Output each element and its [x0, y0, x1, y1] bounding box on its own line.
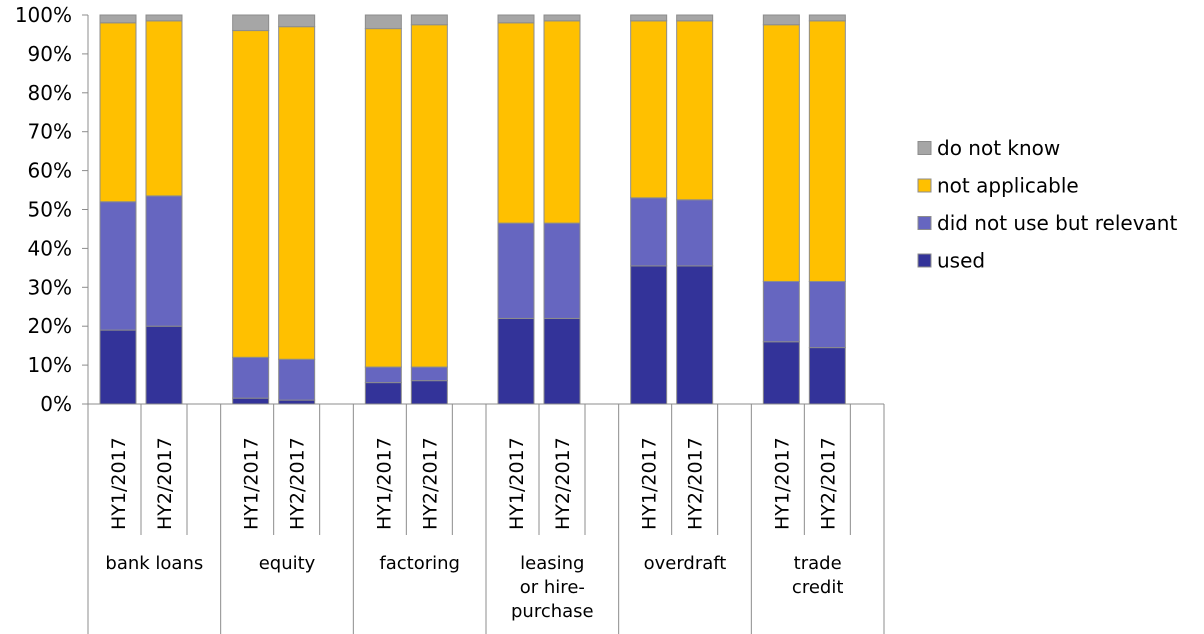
group-label: trade	[794, 553, 842, 574]
bar-segment-did-not-use-but-relevant-5-1	[808, 280, 846, 349]
bar-segment-did-not-use-but-relevant-5-0	[762, 280, 800, 343]
y-tick-label: 70%	[28, 120, 72, 144]
bar-segment-used-2-0	[364, 382, 402, 405]
y-tick-label: 40%	[28, 236, 72, 260]
y-tick-label: 10%	[28, 353, 72, 377]
x-tick-label: HY1/2017	[506, 437, 528, 530]
legend-swatch	[917, 141, 932, 155]
bar-segment-not-applicable-0-0	[99, 22, 137, 203]
bar-segment-do-not-know-3-0	[497, 14, 535, 24]
bar-segment-used-0-1	[145, 325, 183, 405]
bar-segment-do-not-know-0-0	[99, 14, 137, 24]
bar-segment-did-not-use-but-relevant-1-1	[278, 358, 316, 401]
y-tick-label: 0%	[40, 392, 72, 416]
bar-segment-did-not-use-but-relevant-0-0	[99, 201, 137, 331]
bar-segment-not-applicable-2-1	[410, 24, 448, 368]
bar-segment-used-2-1	[410, 380, 448, 405]
y-tick-label: 20%	[28, 314, 72, 338]
bar-segment-did-not-use-but-relevant-2-0	[364, 366, 402, 384]
x-tick-label: HY1/2017	[639, 437, 661, 530]
legend-swatch	[917, 178, 932, 193]
bar-segment-not-applicable-0-1	[145, 20, 183, 197]
y-tick-label: 60%	[28, 159, 72, 183]
x-tick-label: HY1/2017	[771, 437, 793, 530]
bar-segment-used-1-0	[232, 397, 270, 405]
bar-segment-did-not-use-but-relevant-4-0	[630, 197, 668, 267]
legend-label: do not know	[937, 136, 1060, 160]
legend-label: did not use but relevant	[937, 211, 1177, 235]
bar-segment-used-3-0	[497, 317, 535, 405]
x-tick-label: HY1/2017	[241, 437, 263, 530]
legend-label: used	[937, 249, 985, 273]
x-tick-label: HY1/2017	[373, 437, 395, 530]
legend-swatch	[917, 253, 932, 268]
bar-segment-do-not-know-2-0	[364, 14, 402, 30]
group-label: factoring	[379, 553, 460, 574]
group-label: leasing	[520, 553, 584, 574]
bar-segment-used-0-0	[99, 329, 137, 405]
bar-segment-do-not-know-1-1	[278, 14, 316, 28]
legend-swatch	[917, 216, 932, 230]
bar-segment-do-not-know-2-1	[410, 14, 448, 26]
x-tick-label: HY2/2017	[419, 437, 441, 530]
group-label: equity	[259, 553, 316, 574]
bar-segment-used-3-1	[543, 317, 581, 405]
legend-label: not applicable	[937, 174, 1079, 198]
bar-segment-did-not-use-but-relevant-2-1	[410, 366, 448, 382]
group-label: purchase	[511, 601, 594, 622]
group-label: or hire-	[520, 577, 585, 598]
bar-segment-used-4-1	[676, 265, 714, 405]
bar-segment-not-applicable-3-1	[543, 20, 581, 224]
bar-segment-not-applicable-1-1	[278, 26, 316, 360]
bar-segment-did-not-use-but-relevant-0-1	[145, 195, 183, 327]
bar-segment-not-applicable-2-0	[364, 28, 402, 368]
x-tick-label: HY1/2017	[108, 437, 130, 530]
bar-segment-not-applicable-1-0	[232, 30, 270, 358]
bar-segment-used-5-0	[762, 341, 800, 405]
group-label: credit	[792, 577, 843, 598]
bar-segment-do-not-know-5-1	[808, 14, 846, 22]
labels-layer: HY1/2017 HY2/2017 HY1/2017 HY2/2017 HY1/2017…	[15, 3, 844, 622]
y-tick-label: 30%	[28, 275, 72, 299]
y-tick-label: 90%	[28, 42, 72, 66]
y-tick-label: 80%	[28, 81, 72, 105]
bar-segment-used-4-0	[630, 265, 668, 405]
bar-segment-do-not-know-4-1	[676, 14, 714, 22]
bar-segment-do-not-know-1-0	[232, 14, 270, 32]
axes-layer	[82, 14, 885, 634]
x-tick-label: HY2/2017	[552, 437, 574, 530]
group-label: bank loans	[105, 553, 203, 574]
y-tick-label: 100%	[15, 3, 72, 27]
bar-segment-not-applicable-5-0	[762, 24, 800, 282]
bar-segment-did-not-use-but-relevant-3-1	[543, 222, 581, 319]
bar-segment-did-not-use-but-relevant-1-0	[232, 356, 270, 399]
bar-segment-not-applicable-4-1	[676, 20, 714, 201]
bar-segment-do-not-know-0-1	[145, 14, 183, 22]
x-tick-label: HY2/2017	[817, 437, 839, 530]
bar-segment-used-5-1	[808, 347, 846, 405]
x-tick-label: HY2/2017	[685, 437, 707, 530]
bar-segment-did-not-use-but-relevant-4-1	[676, 199, 714, 267]
bars-layer	[99, 14, 846, 405]
bar-segment-used-1-1	[278, 399, 316, 405]
bar-segment-did-not-use-but-relevant-3-0	[497, 222, 535, 319]
group-label: overdraft	[644, 553, 727, 574]
bar-segment-do-not-know-3-1	[543, 14, 581, 22]
x-tick-label: HY2/2017	[287, 437, 309, 530]
bar-segment-not-applicable-5-1	[808, 20, 846, 282]
x-tick-label: HY2/2017	[154, 437, 176, 530]
bar-segment-not-applicable-3-0	[497, 22, 535, 224]
bar-segment-do-not-know-5-0	[762, 14, 800, 26]
bar-segment-do-not-know-4-0	[630, 14, 668, 22]
bar-segment-not-applicable-4-0	[630, 20, 668, 199]
legend: do not know not applicable did not use but…	[917, 136, 1177, 273]
y-tick-label: 50%	[28, 198, 72, 222]
